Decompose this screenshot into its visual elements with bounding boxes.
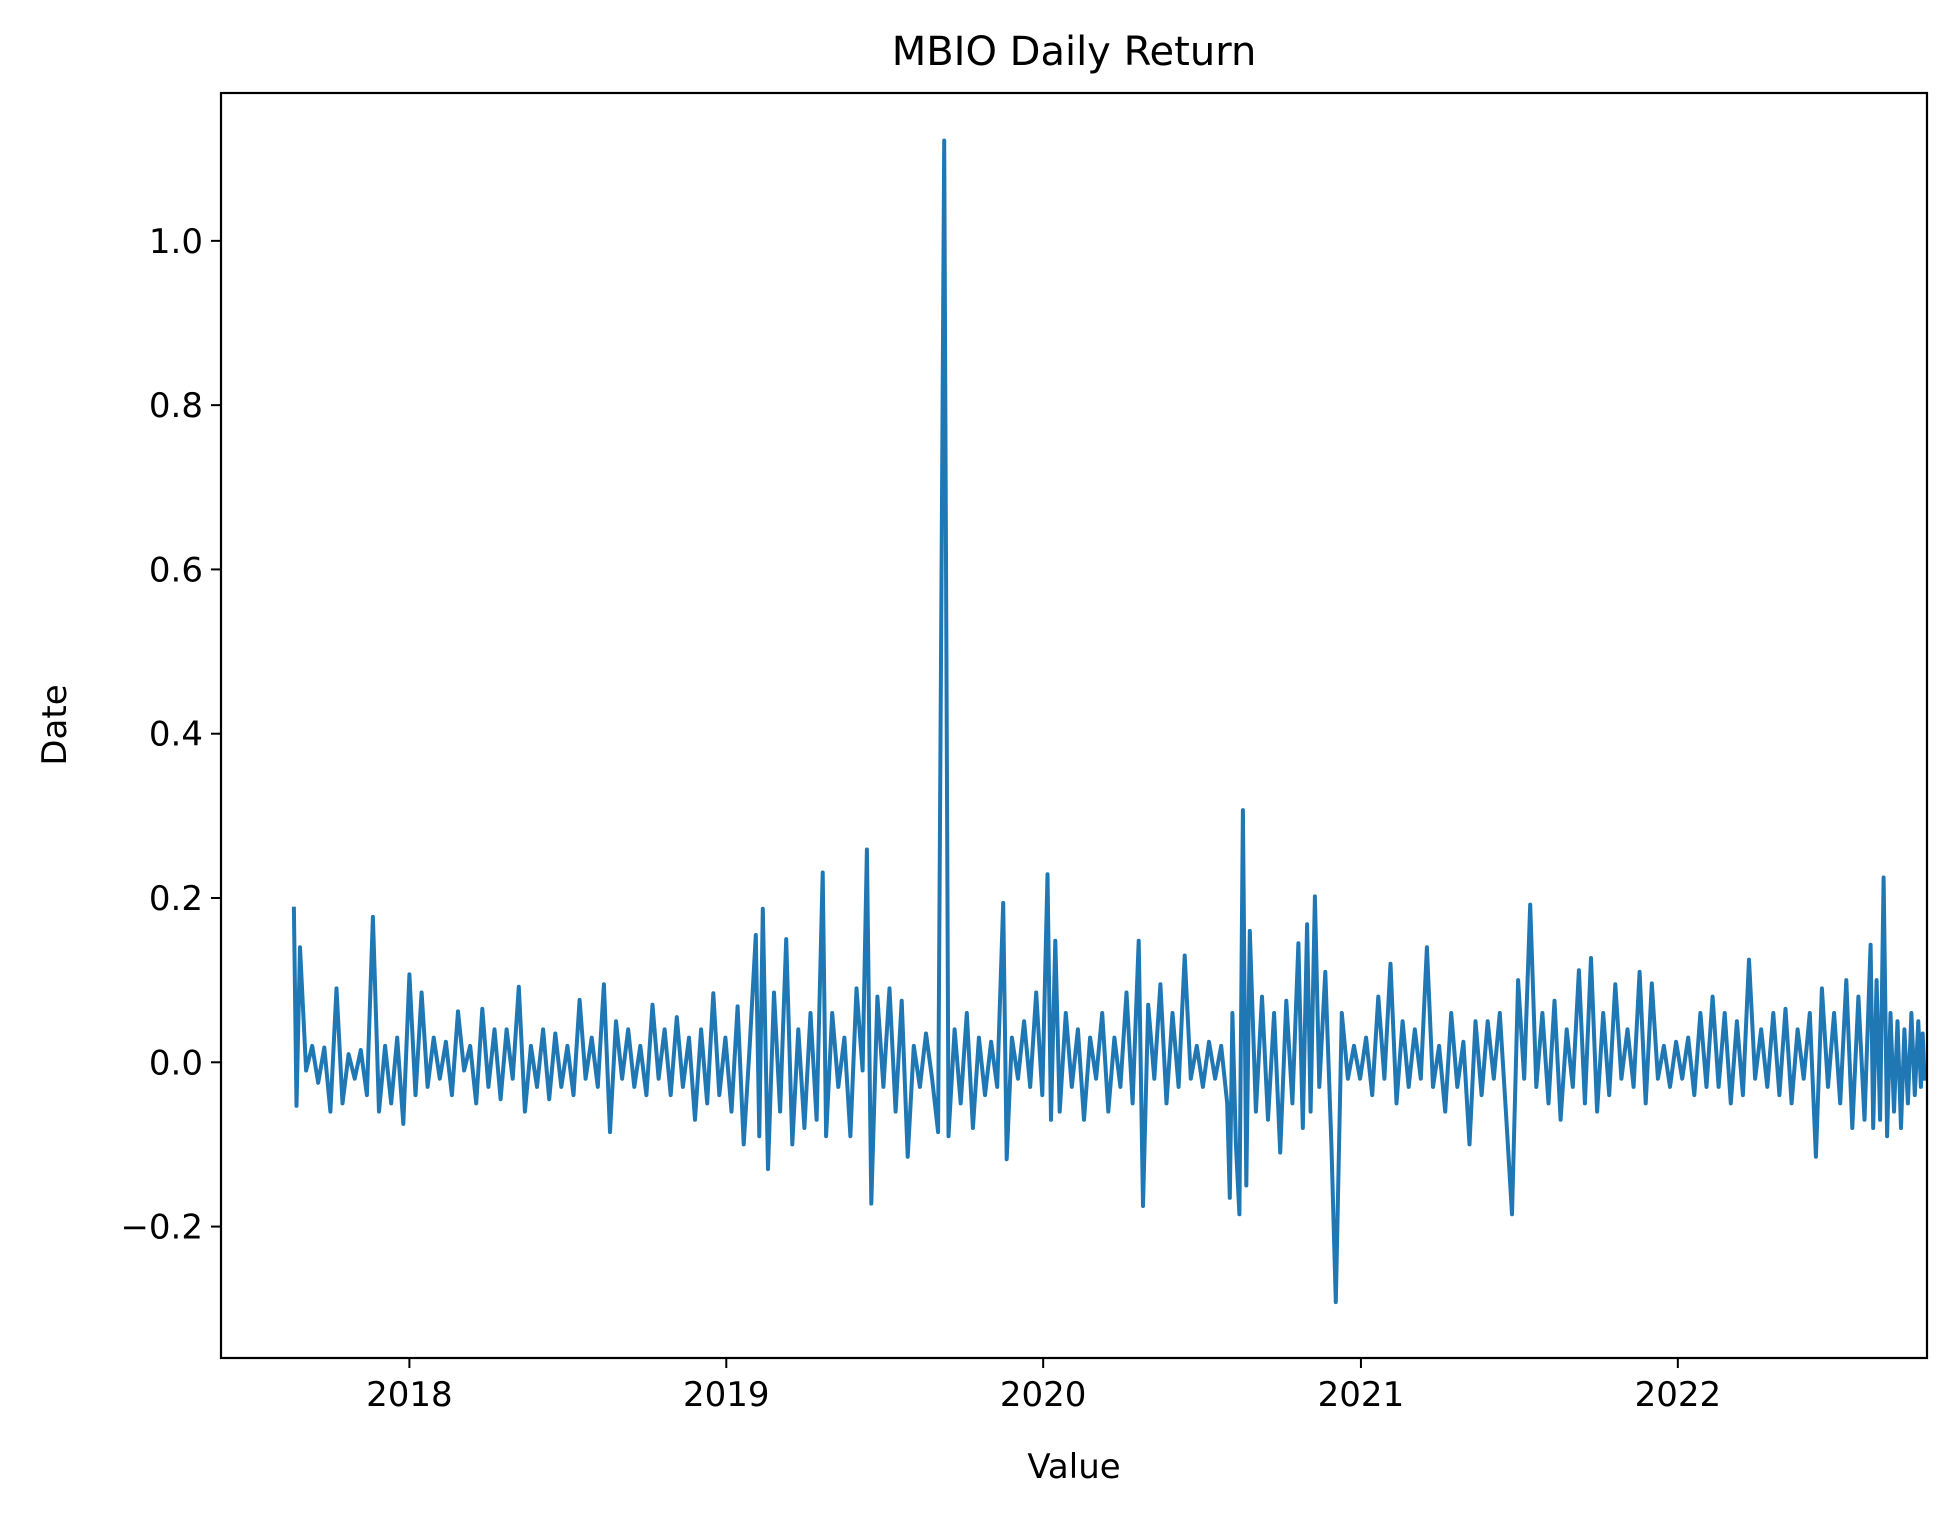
x-tick-label: 2020	[1000, 1375, 1087, 1415]
y-tick-label: −0.2	[120, 1208, 203, 1248]
y-axis: −0.2 0.0 0.2 0.4 0.6 0.8 1.0	[120, 222, 221, 1248]
y-tick-label: 0.6	[149, 550, 203, 590]
y-tick-label: 1.0	[149, 222, 203, 262]
x-tick-label: 2021	[1318, 1375, 1405, 1415]
y-axis-title: Date	[35, 684, 75, 765]
x-tick-label: 2018	[366, 1375, 453, 1415]
y-tick-label: 0.4	[149, 715, 203, 755]
plot-area	[291, 138, 1927, 1305]
chart-title: MBIO Daily Return	[892, 29, 1257, 75]
y-tick-label: 0.0	[149, 1043, 203, 1083]
x-tick-label: 2019	[683, 1375, 770, 1415]
plot-frame	[219, 91, 1929, 1360]
y-tick-label: 0.8	[149, 386, 203, 426]
x-axis: 2018 2019 2020 2021 2022	[366, 1358, 1721, 1415]
x-axis-title: Value	[1027, 1447, 1120, 1487]
y-tick-label: 0.2	[149, 879, 203, 919]
series-line-0	[291, 138, 1927, 1305]
x-tick-label: 2022	[1635, 1375, 1722, 1415]
